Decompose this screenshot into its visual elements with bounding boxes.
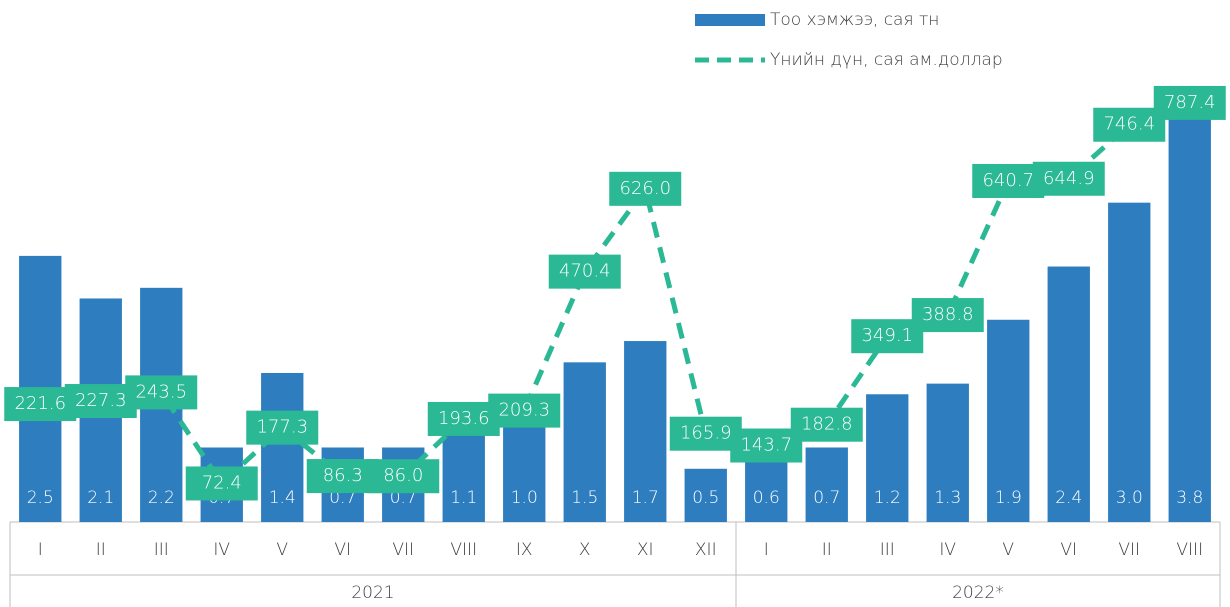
line-value-label: 787.4 (1164, 92, 1216, 113)
legend-label: Үнийн дүн, сая ам.доллар (770, 50, 1003, 70)
bar (503, 415, 546, 522)
x-tick-label: V (276, 540, 288, 560)
bar (1047, 266, 1090, 522)
bar-value-label: 1.9 (995, 488, 1022, 508)
line-value-label: 193.6 (438, 408, 490, 429)
bar (261, 372, 304, 522)
line-value-label: 86.0 (383, 465, 423, 486)
x-tick-label: XI (637, 540, 654, 560)
x-tick-label: X (579, 540, 591, 560)
bar-value-label: 2.2 (148, 488, 175, 508)
line-value-label: 626.0 (619, 178, 671, 199)
line-value-label: 388.8 (922, 304, 974, 325)
value-label-box (548, 254, 621, 289)
line-value-label: 182.8 (801, 414, 853, 435)
value-label-box (427, 401, 500, 436)
line-value-label: 349.1 (861, 325, 913, 346)
x-tick-label: XII (695, 540, 717, 560)
bar (745, 458, 788, 522)
value-label-box (669, 416, 742, 451)
line-value-label: 746.4 (1103, 114, 1155, 135)
value-label-box (367, 459, 440, 494)
value-label-box (488, 393, 561, 428)
line-value-label: 243.5 (135, 381, 187, 402)
bar (563, 362, 606, 522)
bar-value-label: 1.3 (934, 488, 961, 508)
x-tick-label: VIII (1176, 540, 1203, 560)
group-label: 2022* (952, 583, 1004, 603)
bar (1108, 202, 1151, 522)
line-value-label: 209.3 (498, 400, 550, 421)
bar-value-label: 2.5 (27, 488, 54, 508)
bar-value-label: 0.6 (753, 488, 780, 508)
bar-value-label: 3.0 (1116, 488, 1143, 508)
bar-value-label: 0.5 (692, 488, 719, 508)
x-tick-label: II (822, 540, 832, 560)
line-value-label: 227.3 (75, 390, 127, 411)
bar (926, 383, 969, 522)
bar-value-label: 1.0 (511, 488, 538, 508)
x-tick-label: VI (334, 540, 351, 560)
x-tick-label: IV (213, 540, 230, 560)
bar-value-label: 1.2 (874, 488, 901, 508)
bar-value-label: 2.1 (87, 488, 114, 508)
value-label-box (972, 164, 1045, 199)
bar (866, 394, 909, 522)
x-tick-label: IV (939, 540, 956, 560)
x-tick-label: VII (1118, 540, 1140, 560)
line-value-label: 143.7 (740, 435, 792, 456)
value-label-box (730, 428, 803, 463)
bar (1168, 117, 1211, 522)
x-tick-label: IX (516, 540, 533, 560)
legend-swatch (695, 14, 765, 26)
value-label-box (1032, 161, 1105, 196)
x-tick-label: VIII (450, 540, 477, 560)
x-tick-label: V (1002, 540, 1014, 560)
line-value-label: 72.4 (202, 472, 242, 493)
bar-value-label: 2.4 (1055, 488, 1082, 508)
x-tick-label: III (880, 540, 895, 560)
bar-value-label: 1.1 (450, 488, 477, 508)
line-value-label: 177.3 (256, 417, 308, 438)
x-tick-label: II (96, 540, 106, 560)
x-tick-label: I (38, 540, 43, 560)
x-tick-label: III (154, 540, 169, 560)
legend-label: Тоо хэмжээ, сая тн (770, 10, 939, 30)
bar (684, 468, 727, 522)
line-value-label: 640.7 (982, 170, 1034, 191)
bar (624, 341, 667, 522)
bar-value-label: 1.4 (269, 488, 296, 508)
bar-value-label: 0.7 (813, 488, 840, 508)
value-label-box (125, 375, 198, 410)
x-tick-label: VI (1060, 540, 1077, 560)
value-label-box (851, 319, 924, 354)
group-label: 2021 (351, 583, 394, 603)
value-label-box (911, 298, 984, 333)
value-label-box (246, 410, 319, 445)
value-label-box (4, 387, 77, 422)
line-value-label: 165.9 (680, 423, 732, 444)
value-label-box (64, 384, 137, 419)
value-label-box (306, 459, 379, 494)
value-label-box (790, 407, 863, 442)
line-value-label: 221.6 (14, 393, 66, 414)
line-value-label: 470.4 (559, 261, 611, 282)
x-tick-label: I (764, 540, 769, 560)
bar-value-label: 1.7 (632, 488, 659, 508)
line-value-label: 86.3 (323, 465, 363, 486)
value-label-box (1093, 107, 1166, 142)
value-label-box (185, 466, 258, 501)
value-label-box (1153, 85, 1226, 120)
value-label-box (609, 171, 682, 206)
bar (805, 447, 848, 522)
x-tick-label: VII (392, 540, 414, 560)
line-value-label: 644.9 (1043, 168, 1095, 189)
bar (987, 319, 1030, 522)
bar-value-label: 1.5 (571, 488, 598, 508)
bar-value-label: 3.8 (1176, 488, 1203, 508)
